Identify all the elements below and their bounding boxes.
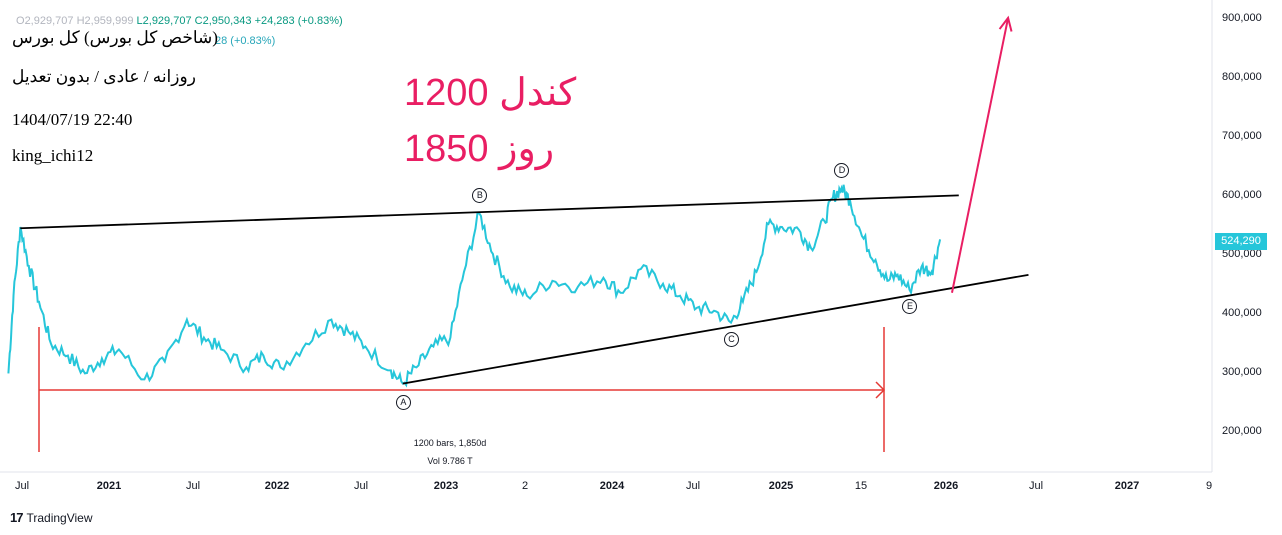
ohlc-low-label: L	[136, 15, 143, 27]
time-tick: 2023	[433, 480, 459, 492]
ohlc-close-label: C	[194, 15, 203, 27]
wave-label-d: D	[834, 163, 850, 179]
ohlc-readout: O2,929,707 H2,959,999 L2,929,707 C2,950,…	[16, 15, 343, 27]
time-tick: Jul	[685, 480, 701, 492]
projection-arrow	[950, 17, 1010, 293]
wave-label-b: B	[472, 188, 488, 204]
price-tick: 500,000	[1222, 248, 1262, 260]
symbol-title: (شاخص کل بورس) کل بورس	[12, 28, 218, 47]
price-tick: 800,000	[1222, 71, 1262, 83]
time-tick: 2024	[599, 480, 625, 492]
chart-settings: روزانه / عادی / بدون تعدیل	[12, 67, 196, 86]
tradingview-logo-icon: 17	[10, 510, 24, 525]
ohlc-open-label: O	[16, 15, 25, 27]
brand-name: TradingView	[26, 510, 93, 525]
measure-vol-label: Vol 9.786 T	[427, 456, 473, 466]
tradingview-brand[interactable]: 17 TradingView	[10, 510, 93, 525]
time-tick: Jul	[14, 480, 30, 492]
ohlc-change: +24,283 (+0.83%)	[254, 15, 343, 27]
price-tick: 900,000	[1222, 12, 1262, 24]
trendlines	[20, 15, 1029, 385]
ohlc-high-label: H	[76, 15, 85, 27]
author-name: king_ichi12	[12, 146, 94, 165]
last-price-badge: 524,290	[1215, 233, 1267, 250]
ohlc-close: 2,950,343	[202, 15, 252, 27]
time-tick: 2022	[264, 480, 290, 492]
price-tick: 600,000	[1222, 189, 1262, 201]
ohlc-open: 2,929,707	[24, 15, 74, 27]
wave-label-a: A	[395, 394, 411, 410]
time-tick: 2025	[768, 480, 794, 492]
wave-label-c: C	[723, 331, 739, 347]
price-tick: 400,000	[1222, 307, 1262, 319]
measure-arrow-icon	[875, 381, 886, 399]
time-tick: 2026	[933, 480, 959, 492]
time-tick: 2027	[1114, 480, 1140, 492]
arrow-head-icon	[998, 15, 1013, 32]
price-tick: 300,000	[1222, 366, 1262, 378]
trendline	[402, 273, 1029, 385]
ohlc-high: 2,959,999	[84, 15, 134, 27]
date-range-measure	[38, 327, 886, 452]
candles-annotation: کندل 1200	[404, 72, 577, 114]
price-tick: 200,000	[1222, 425, 1262, 437]
chart-datetime: 1404/07/19 22:40	[12, 110, 133, 129]
time-tick: Jul	[1028, 480, 1044, 492]
time-tick: Jul	[353, 480, 369, 492]
days-annotation: روز 1850	[404, 128, 555, 170]
time-tick: 2	[521, 480, 529, 492]
time-tick: 9	[1205, 480, 1213, 492]
time-tick: 2021	[96, 480, 122, 492]
ohlc-low: 2,929,707	[142, 15, 192, 27]
sub-change: 28 (+0.83%)	[215, 35, 276, 47]
price-tick: 700,000	[1222, 130, 1262, 142]
wave-label-e: E	[902, 298, 918, 314]
time-tick: Jul	[185, 480, 201, 492]
measure-bars-label: 1200 bars, 1,850d	[413, 438, 487, 448]
price-series-line	[7, 184, 942, 388]
trendline	[20, 194, 959, 230]
time-tick: 15	[854, 480, 868, 492]
